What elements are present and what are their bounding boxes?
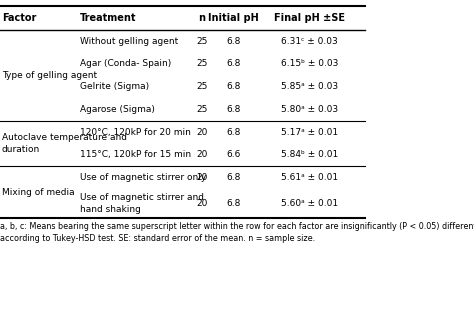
- Text: 5.80ᵃ ± 0.03: 5.80ᵃ ± 0.03: [281, 105, 338, 114]
- Text: Use of magnetic stirrer and
hand shaking: Use of magnetic stirrer and hand shaking: [80, 193, 204, 214]
- Text: 6.8: 6.8: [226, 105, 241, 114]
- Text: 20: 20: [196, 173, 207, 182]
- Text: 20: 20: [196, 199, 207, 208]
- Text: 20: 20: [196, 128, 207, 137]
- Text: 6.6: 6.6: [226, 150, 241, 159]
- Text: Factor: Factor: [2, 13, 36, 23]
- Text: Initial pH: Initial pH: [208, 13, 259, 23]
- Text: 25: 25: [196, 105, 207, 114]
- Text: n: n: [198, 13, 205, 23]
- Text: 115°C, 120kP for 15 min: 115°C, 120kP for 15 min: [80, 150, 191, 159]
- Text: 6.8: 6.8: [226, 37, 241, 46]
- Text: 25: 25: [196, 60, 207, 68]
- Text: Agar (Conda- Spain): Agar (Conda- Spain): [80, 60, 172, 68]
- Text: 5.60ᵃ ± 0.01: 5.60ᵃ ± 0.01: [281, 199, 338, 208]
- Text: 6.8: 6.8: [226, 82, 241, 91]
- Text: Mixing of media: Mixing of media: [2, 188, 74, 197]
- Text: 5.61ᵃ ± 0.01: 5.61ᵃ ± 0.01: [281, 173, 338, 182]
- Text: Agarose (Sigma): Agarose (Sigma): [80, 105, 155, 114]
- Text: Without gelling agent: Without gelling agent: [80, 37, 179, 46]
- Text: a, b, c: Means bearing the same superscript letter within the row for each facto: a, b, c: Means bearing the same superscr…: [0, 222, 474, 243]
- Text: Treatment: Treatment: [80, 13, 137, 23]
- Text: 6.15ᵇ ± 0.03: 6.15ᵇ ± 0.03: [281, 60, 338, 68]
- Text: 6.8: 6.8: [226, 173, 241, 182]
- Text: 6.8: 6.8: [226, 60, 241, 68]
- Text: 20: 20: [196, 150, 207, 159]
- Text: Gelrite (Sigma): Gelrite (Sigma): [80, 82, 149, 91]
- Text: Type of gelling agent: Type of gelling agent: [2, 71, 97, 80]
- Text: 5.17ᵃ ± 0.01: 5.17ᵃ ± 0.01: [281, 128, 338, 137]
- Text: 120°C, 120kP for 20 min: 120°C, 120kP for 20 min: [80, 128, 191, 137]
- Text: 5.84ᵇ ± 0.01: 5.84ᵇ ± 0.01: [281, 150, 338, 159]
- Text: Final pH ±SE: Final pH ±SE: [273, 13, 345, 23]
- Text: 6.31ᶜ ± 0.03: 6.31ᶜ ± 0.03: [281, 37, 337, 46]
- Text: 5.85ᵃ ± 0.03: 5.85ᵃ ± 0.03: [281, 82, 338, 91]
- Text: 6.8: 6.8: [226, 128, 241, 137]
- Text: 25: 25: [196, 82, 207, 91]
- Text: 25: 25: [196, 37, 207, 46]
- Text: 6.8: 6.8: [226, 199, 241, 208]
- Text: Autoclave temperature and
duration: Autoclave temperature and duration: [2, 133, 127, 154]
- Text: Use of magnetic stirrer only: Use of magnetic stirrer only: [80, 173, 207, 182]
